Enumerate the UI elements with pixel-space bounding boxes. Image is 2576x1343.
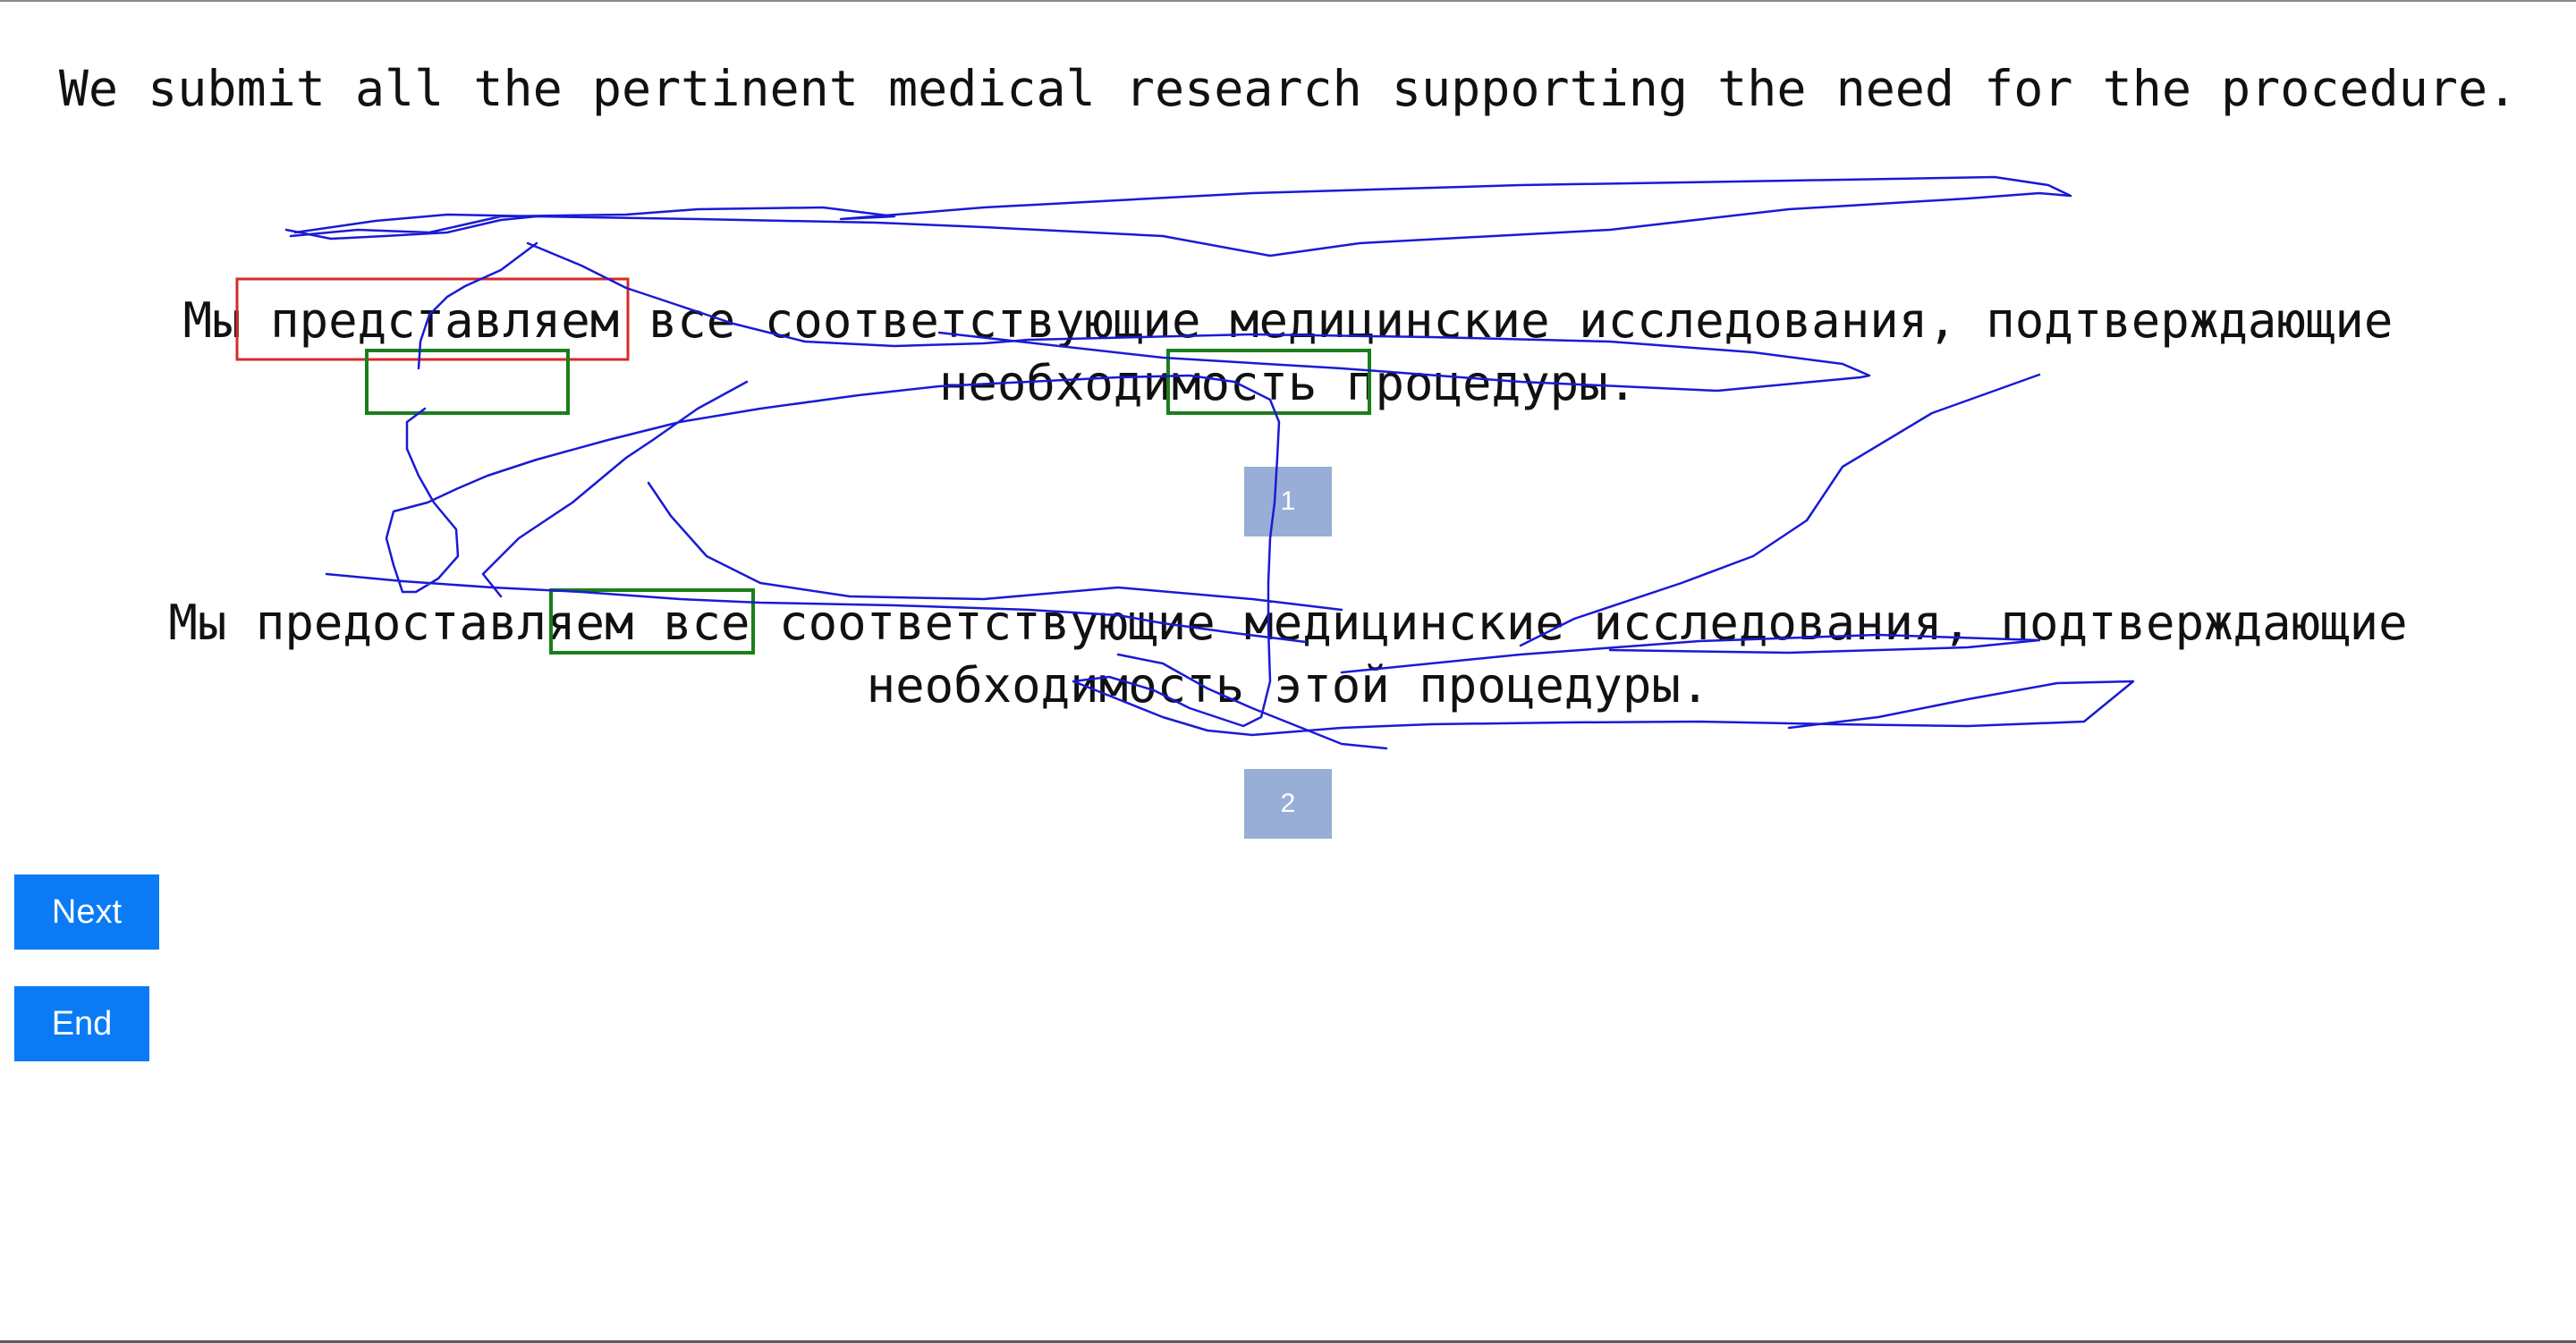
translation-option-2: Мы предоставляем все соответствующие мед… xyxy=(0,592,2576,717)
translation-option-1: Мы представляем все соответствующие меди… xyxy=(0,290,2576,415)
next-button[interactable]: Next xyxy=(14,874,159,950)
translation-1-line-2: необходимость процедуры. xyxy=(938,355,1638,411)
translation-2-line-2: необходимость этой процедуры. xyxy=(866,657,1710,714)
translation-1-line-1: Мы представляем все соответствующие меди… xyxy=(182,292,2394,349)
source-sentence: We submit all the pertinent medical rese… xyxy=(58,60,2518,117)
translation-1-number-badge[interactable]: 1 xyxy=(1244,467,1332,536)
translation-2-number-badge[interactable]: 2 xyxy=(1244,769,1332,839)
translation-2-line-1: Мы предоставляем все соответствующие мед… xyxy=(168,595,2408,651)
end-button[interactable]: End xyxy=(14,986,149,1061)
